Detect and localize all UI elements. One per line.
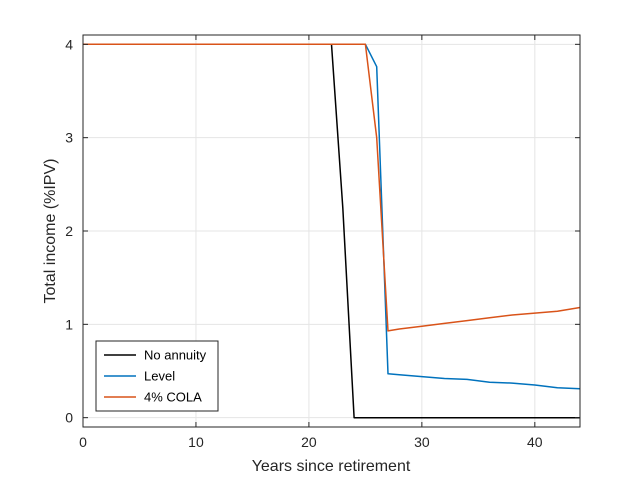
x-tick-label: 30 <box>414 434 430 450</box>
y-axis-label: Total income (%IPV) <box>42 159 59 304</box>
legend: No annuity Level 4% COLA <box>95 340 219 412</box>
x-tick-label: 40 <box>527 434 543 450</box>
y-tick-label: 3 <box>65 130 73 146</box>
legend-label: No annuity <box>144 348 207 363</box>
series-line-2 <box>83 43 581 332</box>
x-axis-label: Years since retirement <box>252 458 411 475</box>
series-line-1 <box>83 43 581 390</box>
y-tick-label: 0 <box>65 410 73 426</box>
x-tick-label: 10 <box>188 434 204 450</box>
y-tick-label: 4 <box>65 36 73 52</box>
x-tick-label: 0 <box>79 434 87 450</box>
series-line-0 <box>83 43 580 419</box>
axis-ticks: 0 10 20 30 40 0 1 2 3 4 <box>65 35 580 450</box>
y-tick-label: 2 <box>65 223 73 239</box>
legend-label: Level <box>144 369 175 384</box>
series-layer <box>83 43 581 419</box>
y-tick-label: 1 <box>65 316 73 332</box>
x-tick-label: 20 <box>301 434 317 450</box>
legend-label: 4% COLA <box>144 390 202 405</box>
